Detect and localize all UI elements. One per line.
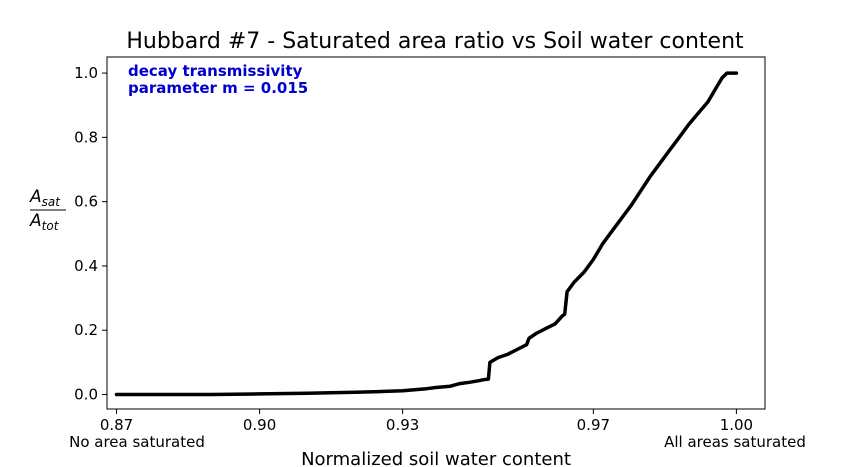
x-tick-label: 0.87 [100, 416, 133, 434]
y-label-denominator: Atot [29, 211, 60, 233]
x-axis: 0.87 0.90 0.93 0.97 1.00 [100, 409, 753, 434]
y-tick-label: 0.0 [74, 386, 98, 404]
plot-frame [106, 56, 766, 410]
y-tick-label: 0.6 [74, 193, 98, 211]
y-tick-label: 0.2 [74, 321, 98, 339]
x-tick-label: 0.97 [577, 416, 610, 434]
y-tick-label: 0.4 [74, 257, 98, 275]
x-tick-label: 0.90 [243, 416, 276, 434]
y-label-numerator-sub: sat [42, 195, 62, 209]
y-label-denominator-sub: tot [42, 219, 60, 233]
x-tick-label: 0.93 [386, 416, 419, 434]
y-axis-label: Asat Atot [29, 187, 66, 233]
y-tick-label: 0.8 [74, 128, 98, 146]
annotation-line-2: parameter m = 0.015 [128, 79, 308, 97]
y-tick-label: 1.0 [74, 64, 98, 82]
y-label-denominator-main: A [29, 211, 42, 231]
x-axis-label: Normalized soil water content [301, 449, 571, 467]
x-end-label-right: All areas saturated [664, 433, 806, 451]
y-label-numerator: Asat [29, 187, 61, 209]
chart-title: Hubbard #7 - Saturated area ratio vs Soi… [126, 29, 744, 54]
x-end-label-left: No area saturated [69, 433, 205, 451]
y-label-numerator-main: A [29, 187, 42, 207]
annotation-line-1: decay transmissivity [128, 62, 303, 80]
y-axis: 0.0 0.2 0.4 0.6 0.8 1.0 [74, 64, 107, 404]
plot-area [114, 71, 739, 397]
series-line [114, 71, 739, 397]
x-tick-label: 1.00 [720, 416, 753, 434]
